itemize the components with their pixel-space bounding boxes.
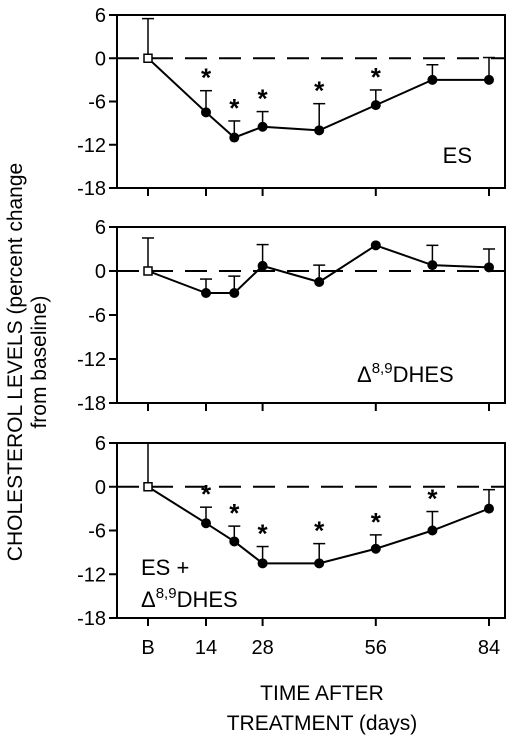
data-point-baseline <box>143 482 153 492</box>
significance-star: * <box>229 93 240 123</box>
data-point-baseline <box>143 53 153 63</box>
y-tick-label: -12 <box>77 564 106 586</box>
data-point <box>484 262 494 273</box>
data-point <box>314 558 325 569</box>
data-point <box>201 107 211 118</box>
x-axis-label-line2: TREATMENT (days) <box>227 712 418 735</box>
y-axis-label-line2: from baseline) <box>28 295 51 428</box>
panel-3: 6 0 -6 -12 -18 * * * * * * ES + Δ8,9DHES <box>77 433 506 630</box>
x-tick-label: 56 <box>365 637 387 659</box>
significance-star: * <box>371 62 382 92</box>
panel-label-line2: Δ8,9DHES <box>141 585 238 612</box>
data-point <box>257 558 268 569</box>
y-axis-label-line1: CHOLESTEROL LEVELS (percent change <box>4 163 27 561</box>
significance-star: * <box>201 479 212 509</box>
significance-star: * <box>371 507 382 537</box>
data-point <box>201 518 211 529</box>
data-point <box>427 74 438 85</box>
data-point <box>370 240 381 251</box>
y-tick-label: -6 <box>88 305 106 327</box>
panel-label: ES <box>443 143 472 168</box>
significance-star: * <box>314 516 325 546</box>
panel-label-line1: ES + <box>141 555 189 580</box>
significance-star: * <box>258 519 269 549</box>
data-point <box>427 525 438 536</box>
y-tick-label: -18 <box>77 178 106 200</box>
x-tick-label: B <box>141 637 154 659</box>
data-point <box>370 543 381 554</box>
y-tick-label: -12 <box>77 349 106 371</box>
data-point <box>484 74 494 85</box>
y-tick-label: -6 <box>88 521 106 543</box>
data-point <box>370 100 381 111</box>
panel-1: 6 0 -6 -12 -18 * * * * * ES <box>77 5 506 200</box>
data-point <box>314 125 325 136</box>
x-tick-label: 84 <box>478 637 500 659</box>
y-tick-label: 0 <box>95 477 106 499</box>
series-line <box>147 485 490 565</box>
data-point <box>427 260 438 271</box>
y-tick-label: 6 <box>95 5 106 27</box>
x-tick-label: 14 <box>195 637 217 659</box>
data-point <box>229 536 240 547</box>
data-point-baseline <box>143 266 153 276</box>
significance-star: * <box>229 498 240 528</box>
data-point <box>229 288 240 298</box>
x-axis-label-line1: TIME AFTER <box>260 682 384 705</box>
significance-star: * <box>427 484 438 514</box>
y-tick-label: 0 <box>95 261 106 283</box>
panel-label: Δ8,9DHES <box>357 360 454 387</box>
data-point <box>229 132 240 143</box>
data-point <box>484 503 494 514</box>
y-tick-label: -6 <box>88 92 106 114</box>
panel-2: 6 0 -6 -12 -18 Δ8,9DHES <box>77 217 506 415</box>
x-tick-label: 28 <box>251 637 273 659</box>
x-axis-ticks: B 14 28 56 84 <box>141 637 500 659</box>
y-tick-label: -18 <box>77 608 106 630</box>
series-line <box>147 57 489 139</box>
data-point <box>257 121 268 132</box>
data-point <box>201 288 211 298</box>
significance-star: * <box>201 63 212 93</box>
y-tick-label: -18 <box>77 393 106 415</box>
data-point <box>314 277 325 287</box>
significance-star: * <box>314 76 325 106</box>
data-point <box>257 260 268 271</box>
y-tick-label: -12 <box>77 135 106 157</box>
significance-star: * <box>258 84 269 114</box>
y-tick-label: 6 <box>95 433 106 455</box>
y-tick-label: 6 <box>95 217 106 239</box>
y-tick-label: 0 <box>95 48 106 70</box>
